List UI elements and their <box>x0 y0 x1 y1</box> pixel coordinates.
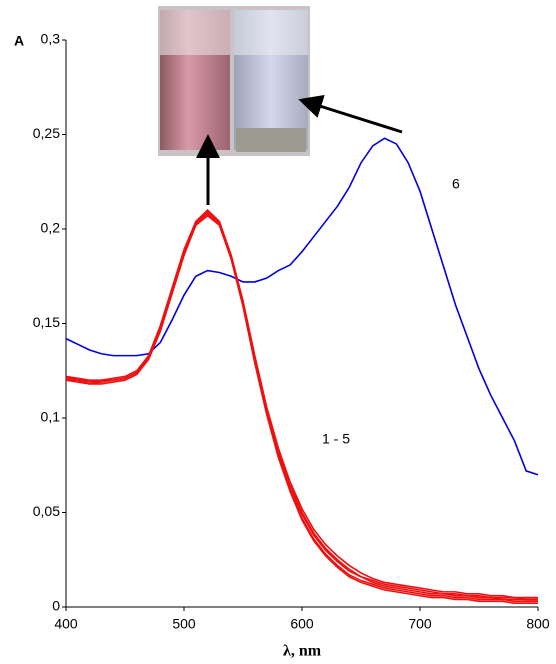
series-line <box>65 208 538 601</box>
series-line <box>66 212 538 599</box>
curve-label: 1 - 5 <box>322 431 350 447</box>
x-axis-label: λ, nm <box>283 643 322 660</box>
y-tick-label: 0,3 <box>41 31 61 47</box>
x-tick-label: 500 <box>172 616 196 632</box>
arrow <box>298 94 403 134</box>
series-line <box>65 137 539 476</box>
y-tick-label: 0,25 <box>33 125 60 141</box>
series-line <box>66 212 538 605</box>
x-tick-label: 600 <box>290 616 314 632</box>
x-tick-label: 700 <box>408 616 432 632</box>
curve-label: 6 <box>452 176 460 192</box>
x-tick-label: 800 <box>526 616 550 632</box>
y-tick-label: 0 <box>52 598 60 614</box>
cuvette-photo <box>158 6 310 156</box>
y-tick-label: 0,15 <box>33 314 60 330</box>
y-tick-label: 0,2 <box>41 220 61 236</box>
y-axis-label: A <box>14 33 24 49</box>
series-line <box>65 214 538 601</box>
y-tick-label: 0,1 <box>41 409 61 425</box>
series-line <box>65 210 538 603</box>
x-tick-label: 400 <box>54 616 78 632</box>
y-tick-label: 0,05 <box>33 503 60 519</box>
